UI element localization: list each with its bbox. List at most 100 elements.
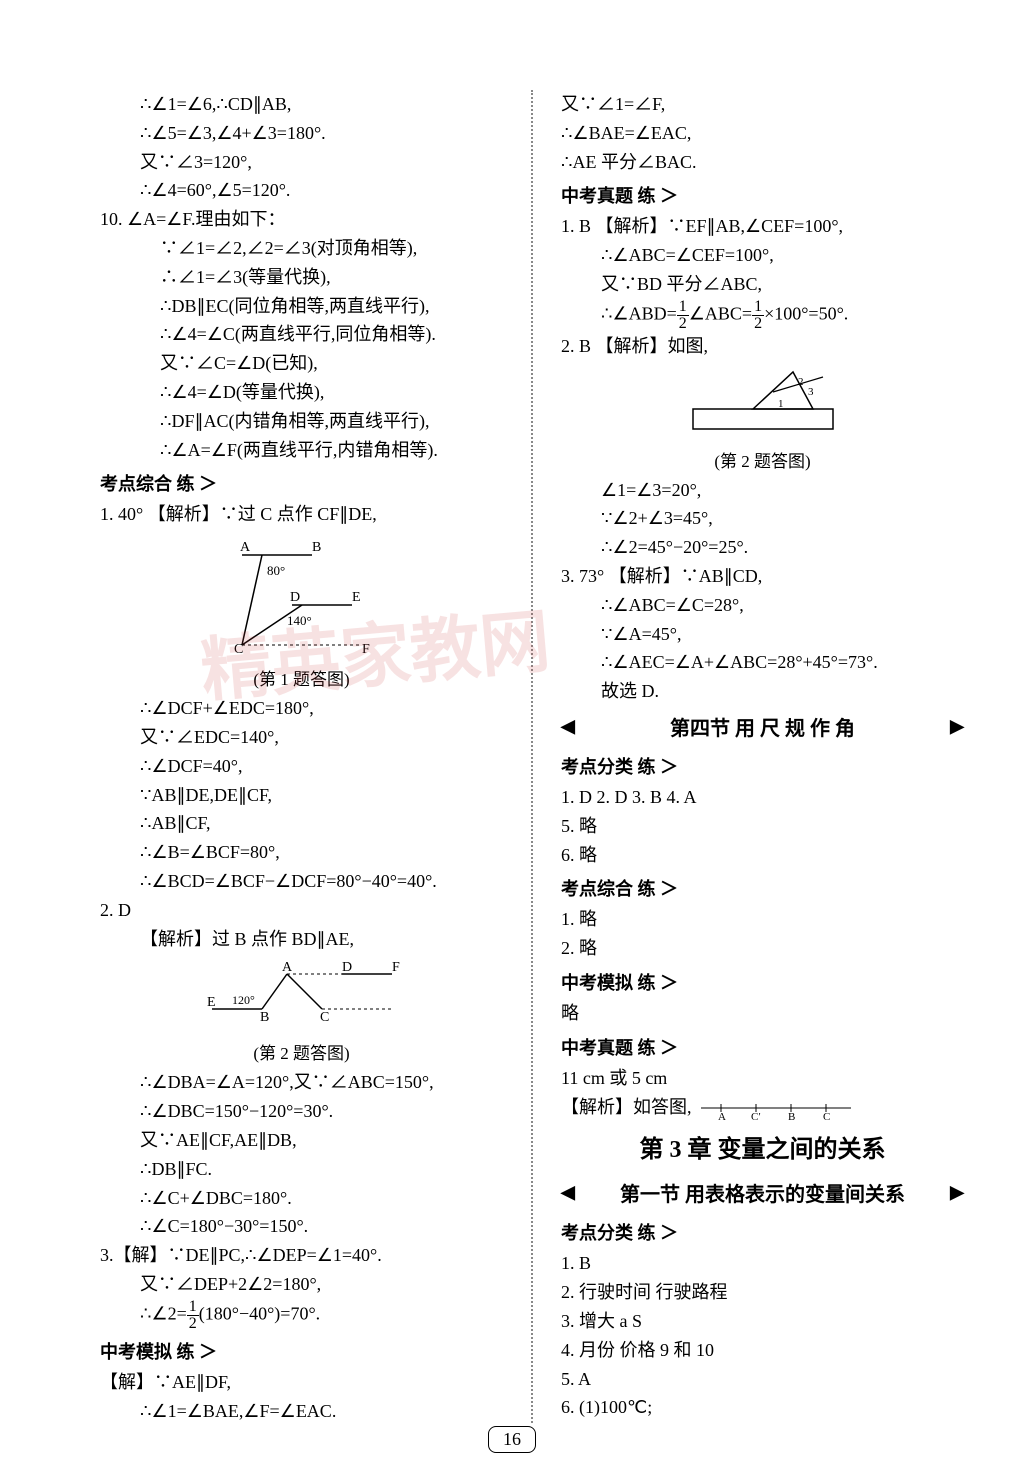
text-line: ∴∠ABC=∠CEF=100°, (561, 241, 964, 270)
text-line: ∵∠1=∠2,∠2=∠3(对顶角相等), (100, 234, 503, 263)
left-triangle-icon: ◀ (561, 1182, 575, 1203)
text-line: 2. D (100, 896, 503, 925)
label-B: B (312, 540, 321, 555)
text-prefix: 【解析】如答图, (561, 1097, 692, 1117)
text-line: ∴∠5=∠3,∠4+∠3=180°. (100, 119, 503, 148)
frac-suffix: (180°−40°)=70°. (199, 1303, 320, 1323)
label-E: E (207, 995, 216, 1010)
text-line: ∴AB∥CF, (100, 809, 503, 838)
figure-2: E A B D C F 120° (100, 959, 503, 1029)
section-header: 中考真题 练 ＞ (561, 1034, 964, 1060)
page-container: ∴∠1=∠6,∴CD∥AB, ∴∠5=∠3,∠4+∠3=180°. 又∵∠3=1… (100, 90, 964, 1423)
text-line: ∴∠C+∠DBC=180°. (100, 1184, 503, 1213)
label-A: A (282, 960, 293, 975)
text-line: 1. 略 (561, 905, 964, 934)
column-divider (531, 90, 533, 1423)
text-line: 2. 略 (561, 934, 964, 963)
text-line: ∴DB∥FC. (100, 1155, 503, 1184)
text-line: 故选 D. (561, 677, 964, 706)
fraction-line: ∴∠ABD=12∠ABC=12×100°=50°. (561, 299, 964, 332)
figure-3: 2 3 1 (561, 367, 964, 437)
label-C: C (234, 642, 243, 655)
text-line: ∴∠DCF+∠EDC=180°, (100, 694, 503, 723)
label-120: 120° (232, 993, 255, 1007)
label-E: E (352, 590, 361, 605)
chapter-header: 第 3 章 变量之间的关系 (561, 1129, 964, 1164)
frac-num: 1 (187, 1299, 199, 1316)
text-line: ∴∠BCD=∠BCF−∠DCF=80°−40°=40°. (100, 867, 503, 896)
text-line: ∴∠2=45°−20°=25°. (561, 533, 964, 562)
right-column: 又∵∠1=∠F, ∴∠BAE=∠EAC, ∴AE 平分∠BAC. 中考真题 练 … (561, 90, 964, 1423)
section-header: 中考真题 练 ＞ (561, 182, 964, 208)
fraction-line: ∴∠2=12(180°−40°)=70°. (100, 1299, 503, 1332)
text-line: ∴∠1=∠6,∴CD∥AB, (100, 90, 503, 119)
section-header: 中考模拟 练 ＞ (100, 1338, 503, 1364)
text-line: ∴∠1=∠BAE,∠F=∠EAC. (100, 1397, 503, 1426)
text-line: 4. 月份 价格 9 和 10 (561, 1336, 964, 1365)
text-line: ∴∠DBC=150°−120°=30°. (100, 1097, 503, 1126)
page-number: 16 (488, 1426, 536, 1453)
section-header: 中考模拟 练 ＞ (561, 969, 964, 995)
label-3: 3 (808, 386, 814, 398)
text-line: ∴∠4=∠D(等量代换), (100, 378, 503, 407)
text-line: ∴AE 平分∠BAC. (561, 148, 964, 177)
sub-header-text: 第一节 用表格表示的变量间关系 (620, 1178, 905, 1207)
sub-header-text: 第四节 用 尺 规 作 角 (670, 712, 855, 741)
text-line: ∵AB∥DE,DE∥CF, (100, 781, 503, 810)
label-C: C (320, 1010, 329, 1025)
label-F: F (362, 642, 370, 655)
text-line: 6. 略 (561, 841, 964, 870)
text-line: ∴∠1=∠3(等量代换), (100, 263, 503, 292)
text-line: ∴∠B=∠BCF=80°, (100, 838, 503, 867)
section-header: 考点分类 练 ＞ (561, 753, 964, 779)
left-column: ∴∠1=∠6,∴CD∥AB, ∴∠5=∠3,∠4+∠3=180°. 又∵∠3=1… (100, 90, 503, 1423)
frac-den: 2 (752, 316, 764, 332)
frac-num: 1 (752, 299, 764, 316)
text-line: 略 (561, 999, 964, 1028)
label-80: 80° (267, 563, 285, 578)
label-D: D (290, 590, 300, 605)
sub-header: ◀ 第一节 用表格表示的变量间关系 ▶ (561, 1178, 964, 1207)
text-line: ∵∠A=45°, (561, 620, 964, 649)
text-line: ∴∠C=180°−30°=150°. (100, 1212, 503, 1241)
text-line: ∴∠DCF=40°, (100, 752, 503, 781)
frac-den: 2 (677, 316, 689, 332)
label-A: A (718, 1111, 726, 1120)
text-line: ∴∠4=∠C(两直线平行,同位角相等). (100, 320, 503, 349)
text-line: 又∵BD 平分∠ABC, (561, 270, 964, 299)
figure-3-caption: (第 2 题答图) (561, 447, 964, 472)
label-F: F (392, 960, 400, 975)
label-C: C (823, 1111, 830, 1120)
text-line: 5. 略 (561, 812, 964, 841)
label-2: 2 (798, 376, 804, 388)
section-header: 考点综合 练 ＞ (561, 875, 964, 901)
right-triangle-icon: ▶ (950, 716, 964, 737)
frac-prefix: ∴∠2= (140, 1303, 187, 1323)
label-Cprime: C′ (751, 1111, 761, 1120)
text-line: ∵∠2+∠3=45°, (561, 504, 964, 533)
text-line: 又∵∠DEP+2∠2=180°, (100, 1270, 503, 1299)
text-line: 3. 增大 a S (561, 1307, 964, 1336)
text-line: 1. D 2. D 3. B 4. A (561, 783, 964, 812)
text-line: 5. A (561, 1365, 964, 1394)
text-line: 1. B 【解析】∵EF∥AB,∠CEF=100°, (561, 212, 964, 241)
label-B: B (788, 1111, 795, 1120)
text-line: 2. B 【解析】如图, (561, 332, 964, 361)
text-line: ∴∠4=60°,∠5=120°. (100, 176, 503, 205)
section-header: 考点分类 练 ＞ (561, 1219, 964, 1245)
sub-header: ◀ 第四节 用 尺 规 作 角 ▶ (561, 712, 964, 741)
left-triangle-icon: ◀ (561, 716, 575, 737)
figure-1-caption: (第 1 题答图) (100, 665, 503, 690)
text-line: 3.【解】∵DE∥PC,∴∠DEP=∠1=40°. (100, 1241, 503, 1270)
text-line: ∴DF∥AC(内错角相等,两直线平行), (100, 407, 503, 436)
label-140: 140° (287, 613, 312, 628)
figure-1: A B 80° D E 140° C F (100, 535, 503, 655)
frac-den: 2 (187, 1316, 199, 1332)
frac-num: 1 (677, 299, 689, 316)
text-line: ∴∠DBA=∠A=120°,又∵∠ABC=150°, (100, 1068, 503, 1097)
text-line: 1. B (561, 1249, 964, 1278)
text-line: 又∵AE∥CF,AE∥DB, (100, 1126, 503, 1155)
figure-2-caption: (第 2 题答图) (100, 1039, 503, 1064)
text-line: ∴DB∥EC(同位角相等,两直线平行), (100, 292, 503, 321)
text-line: 10. ∠A=∠F.理由如下： (100, 205, 503, 234)
